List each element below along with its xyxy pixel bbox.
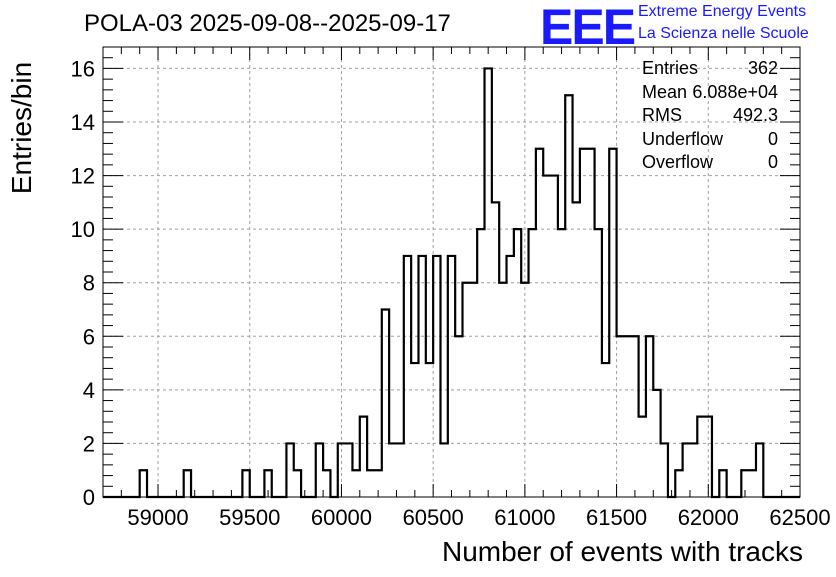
y-tick-label: 16 <box>71 56 95 81</box>
stat-value: 362 <box>747 58 778 78</box>
x-tick-label: 61500 <box>586 505 647 530</box>
stat-key: Overflow <box>642 152 714 172</box>
x-tick-label: 62000 <box>678 505 739 530</box>
stat-key: Mean <box>642 81 688 102</box>
x-tick-label: 60000 <box>311 505 372 530</box>
stat-key: RMS <box>642 105 682 125</box>
x-tick-label: 62500 <box>769 505 830 530</box>
y-axis-label: Entries/bin <box>6 61 37 195</box>
stat-row-entries: Entries 362 <box>642 58 778 82</box>
stat-value: 492.3 <box>732 105 778 125</box>
x-tick-label: 60500 <box>403 505 464 530</box>
stat-value: 0 <box>767 152 778 172</box>
logo-subtitle-2: La Scienza nelle Scuole <box>638 25 809 42</box>
stat-key: Entries <box>642 58 699 78</box>
chart-title: POLA-03 2025-09-08--2025-09-17 <box>84 10 451 37</box>
y-tick-label: 2 <box>83 431 95 456</box>
y-tick-label: 12 <box>71 164 95 189</box>
stats-box: Entries 362 Mean 6.088e+04 RMS 492.3 Und… <box>642 58 778 176</box>
stat-row-underflow: Underflow 0 <box>642 129 778 153</box>
histogram-series <box>103 67 800 499</box>
y-tick-label: 6 <box>83 324 95 349</box>
y-tick-label: 14 <box>71 110 95 135</box>
stat-row-mean: Mean 6.088e+04 <box>642 82 778 106</box>
stat-row-overflow: Overflow 0 <box>642 152 778 176</box>
stat-value: 6.088e+04 <box>692 81 778 102</box>
y-tick-label: 10 <box>71 217 95 242</box>
stat-value: 0 <box>767 128 778 149</box>
y-tick-label: 0 <box>83 485 95 510</box>
x-axis-label: Number of events with tracks <box>441 536 803 567</box>
y-tick-label: 4 <box>83 378 95 403</box>
eee-logo: EEE <box>540 0 636 55</box>
logo-subtitle-1: Extreme Energy Events <box>638 3 807 20</box>
x-tick-label: 59000 <box>127 505 188 530</box>
stat-row-rms: RMS 492.3 <box>642 105 778 129</box>
x-tick-label: 59500 <box>219 505 280 530</box>
stat-key: Underflow <box>642 128 724 149</box>
x-tick-label: 61000 <box>494 505 555 530</box>
y-tick-label: 8 <box>83 271 95 296</box>
